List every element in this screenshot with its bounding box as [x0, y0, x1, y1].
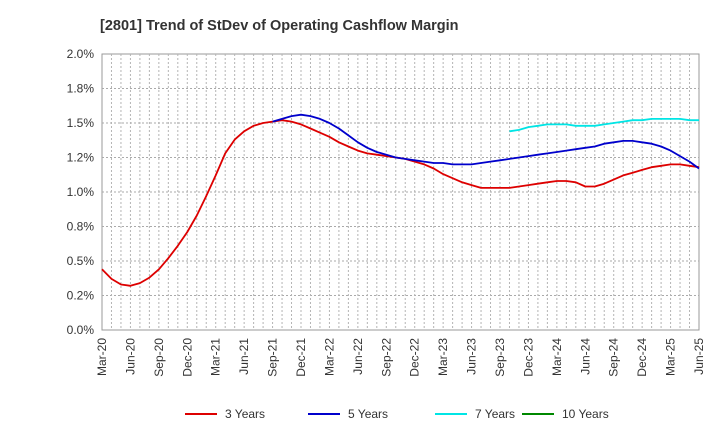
x-tick-label: Sep-22	[379, 338, 393, 377]
x-tick-label: Jun-25	[692, 338, 706, 375]
x-tick-label: Jun-24	[578, 338, 592, 375]
x-tick-label: Mar-25	[664, 338, 678, 376]
x-tick-label: Sep-20	[152, 338, 166, 377]
x-tick-label: Dec-23	[521, 338, 535, 377]
y-tick-label: 1.5%	[67, 116, 95, 130]
x-tick-label: Mar-20	[95, 338, 109, 376]
y-tick-label: 1.8%	[67, 82, 95, 96]
y-tick-label: 1.2%	[67, 151, 95, 165]
y-tick-label: 0.0%	[67, 323, 95, 337]
chart-title: [2801] Trend of StDev of Operating Cashf…	[100, 18, 459, 34]
x-tick-label: Mar-21	[209, 338, 223, 376]
x-tick-label: Dec-24	[635, 338, 649, 377]
series-lines	[101, 113, 700, 287]
y-tick-label: 1.0%	[67, 185, 95, 199]
x-tick-label: Dec-22	[408, 338, 422, 377]
x-tick-label: Sep-23	[493, 338, 507, 377]
x-tick-label: Jun-21	[237, 338, 251, 375]
y-tick-label: 2.0%	[67, 47, 95, 61]
x-tick-label: Jun-22	[351, 338, 365, 375]
x-tick-label: Mar-23	[436, 338, 450, 376]
y-tick-label: 0.5%	[67, 254, 95, 268]
x-tick-label: Dec-21	[294, 338, 308, 377]
legend-label-5-years: 5 Years	[348, 407, 388, 421]
y-axis-ticks: 0.0% 0.2% 0.5% 0.8% 1.0% 1.2% 1.5% 1.8% 2.0%	[67, 47, 95, 337]
x-tick-label: Jun-23	[465, 338, 479, 375]
x-tick-label: Jun-20	[123, 338, 137, 375]
legend-label-7-years: 7 Years	[475, 407, 515, 421]
y-tick-label: 0.2%	[67, 289, 95, 303]
x-tick-label: Sep-24	[607, 338, 621, 377]
x-tick-label: Mar-24	[550, 338, 564, 376]
legend-label-3-years: 3 Years	[225, 407, 265, 421]
legend-label-10-years: 10 Years	[562, 407, 609, 421]
x-tick-label: Dec-20	[180, 338, 194, 377]
legend: 3 Years 5 Years 7 Years 10 Years	[185, 407, 609, 421]
y-tick-label: 0.8%	[67, 220, 95, 234]
x-tick-label: Mar-22	[322, 338, 336, 376]
x-axis-ticks: Mar-20 Jun-20 Sep-20 Dec-20 Mar-21 Jun-21 Sep-…	[95, 338, 706, 377]
grid	[102, 54, 699, 330]
x-tick-label: Sep-21	[266, 338, 280, 377]
series-line-5-years	[272, 113, 700, 170]
series-line-7-years	[509, 118, 699, 133]
